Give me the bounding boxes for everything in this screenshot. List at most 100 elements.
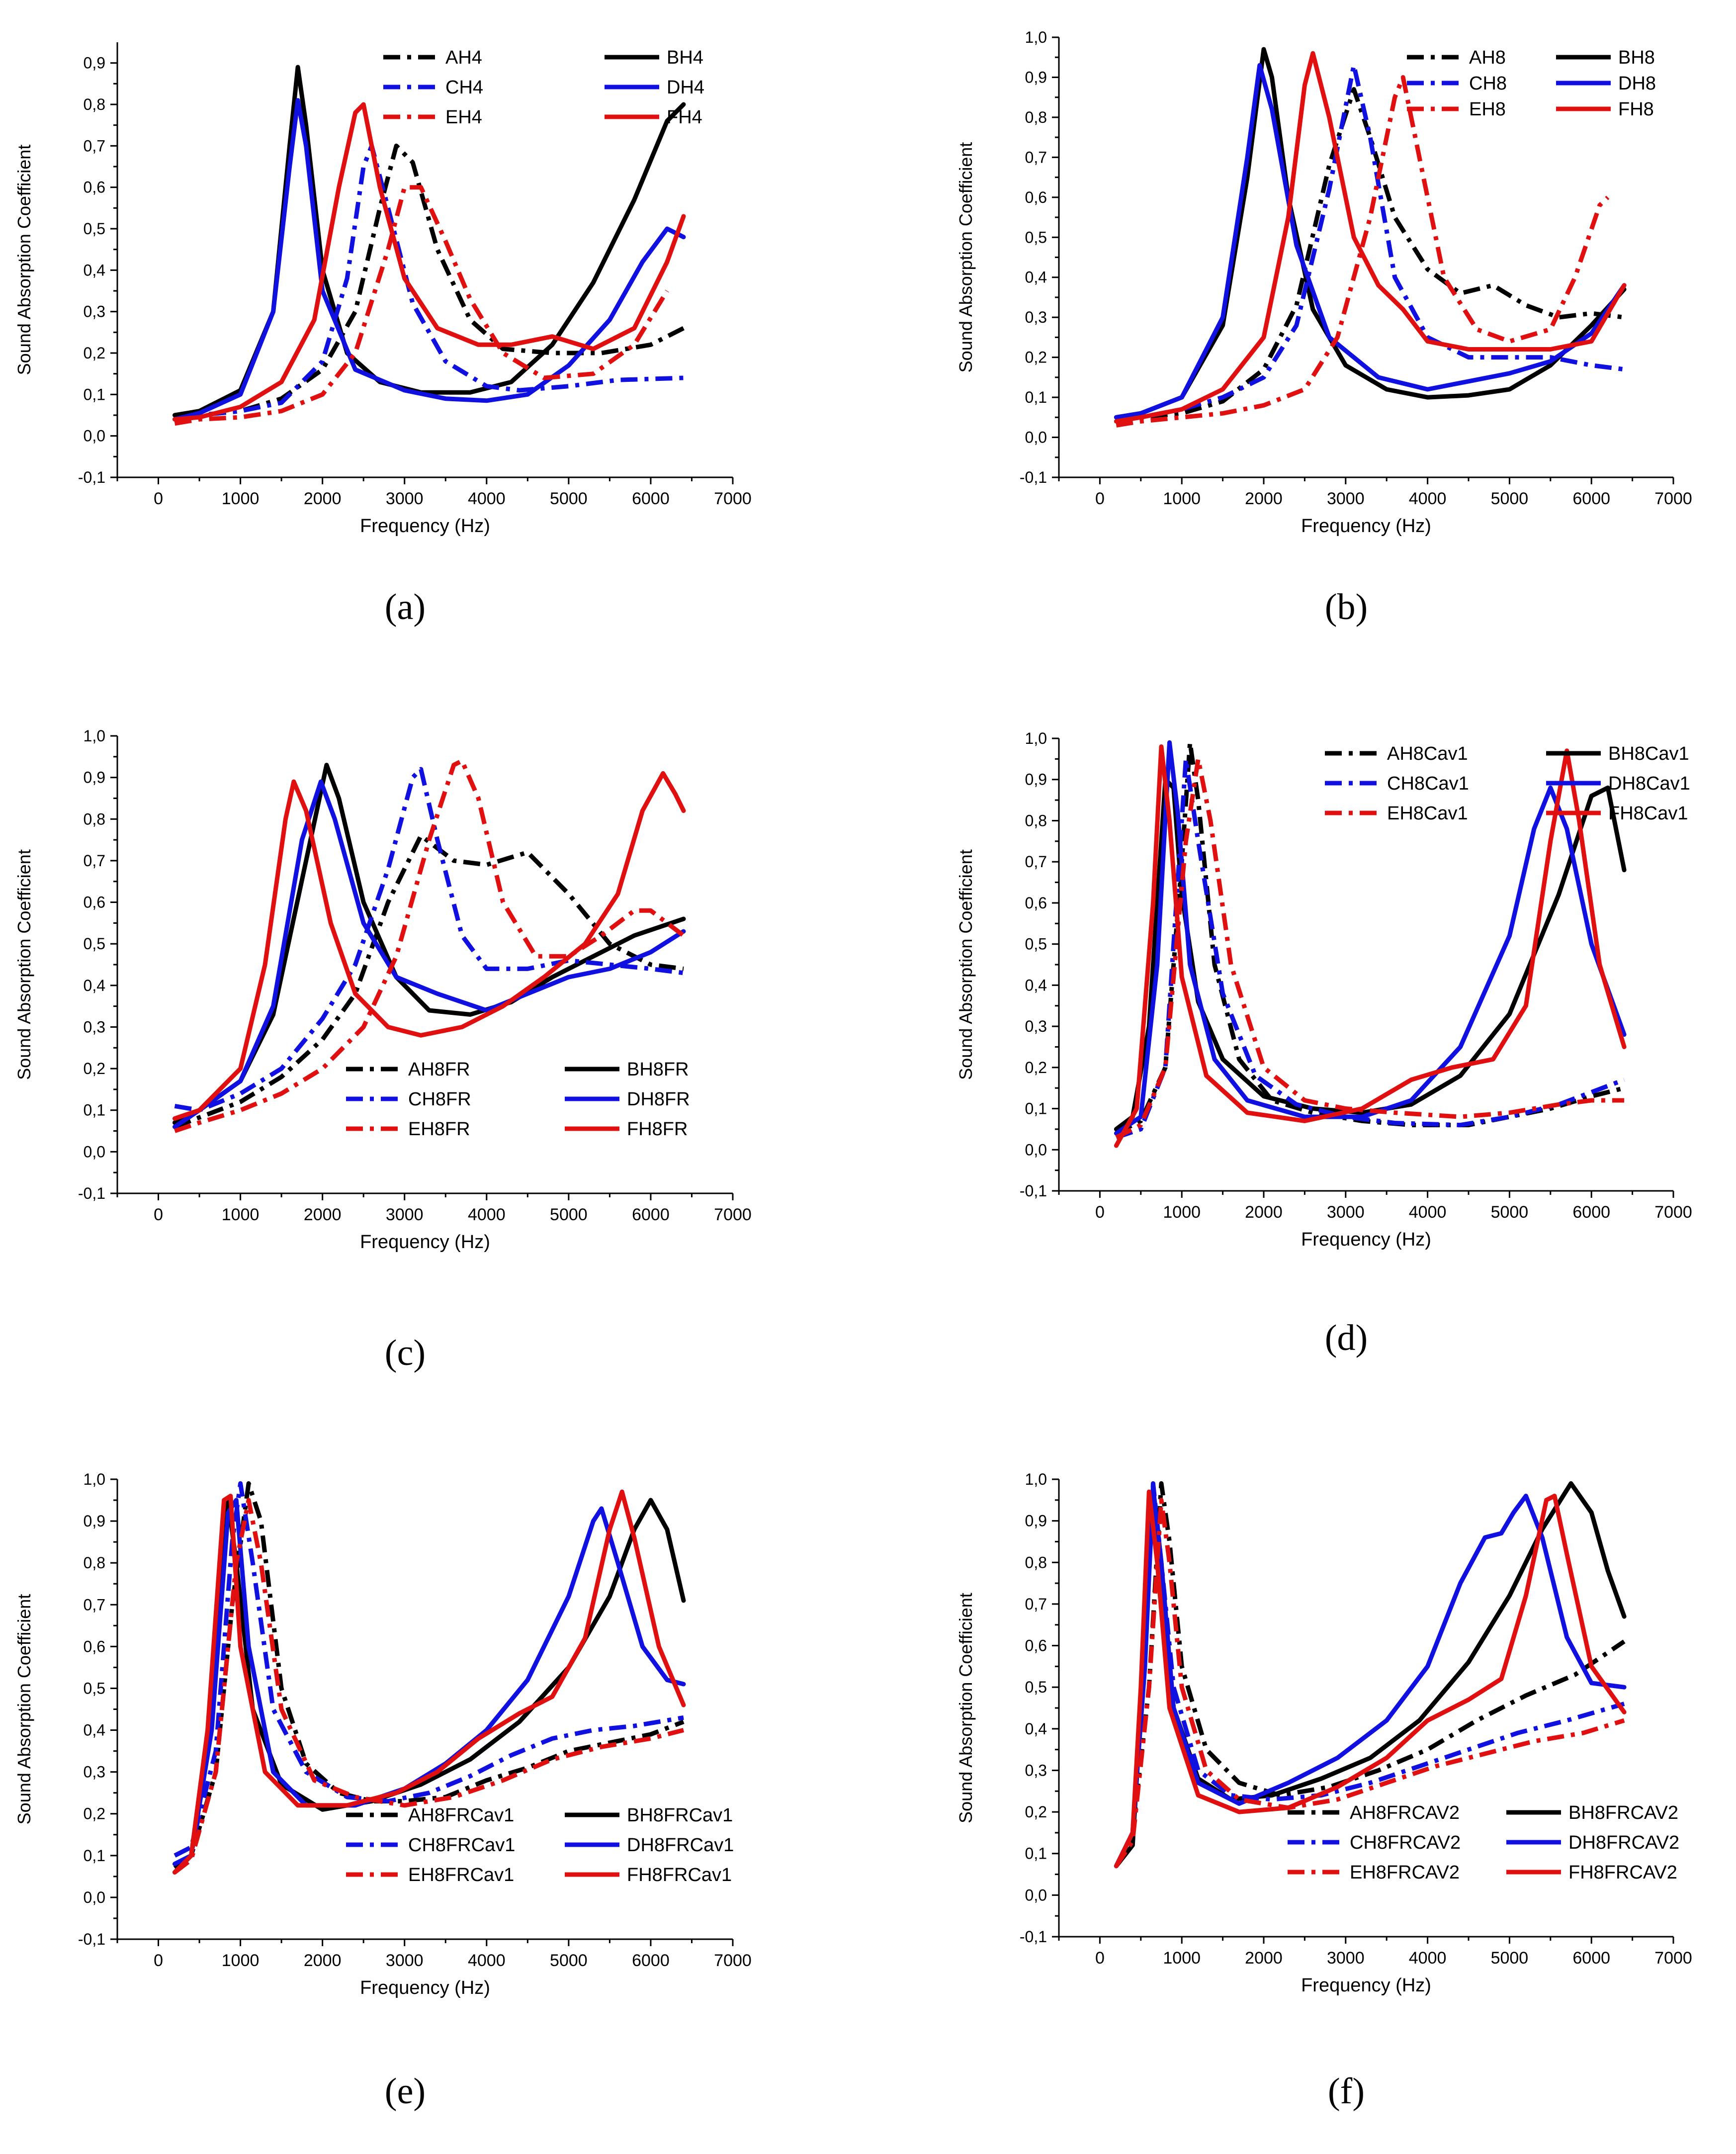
legend-label: DH8FRCav1 <box>627 1835 734 1856</box>
y-tick-label: 0,9 <box>84 54 105 72</box>
legend-label: FH4 <box>667 107 702 128</box>
x-tick-label: 1000 <box>1163 489 1201 508</box>
series-line-fh8frcav1 <box>173 1489 686 1875</box>
y-tick-label: 0,6 <box>1025 1637 1047 1655</box>
y-tick-label: 0,9 <box>84 1512 105 1530</box>
y-tick-label: 1,0 <box>1025 28 1047 46</box>
legend-label: CH8FRCav1 <box>408 1835 515 1856</box>
legend-label: DH8FRCAV2 <box>1568 1832 1679 1853</box>
x-axis-label: Frequency (Hz) <box>1301 516 1431 537</box>
y-tick-label: 0,2 <box>84 344 105 362</box>
x-tick-label: 4000 <box>1409 1203 1447 1222</box>
panel-caption: (e) <box>385 2071 426 2112</box>
y-tick-label: 0,1 <box>1025 1845 1047 1863</box>
legend-label: FH8 <box>1618 99 1654 120</box>
x-tick-label: 3000 <box>386 489 424 508</box>
x-tick-label: 4000 <box>1409 1949 1447 1968</box>
x-tick-label: 0 <box>1095 489 1105 508</box>
y-axis-label: Sound Absorption Coefficient <box>14 849 34 1080</box>
y-axis-label: Sound Absorption Coefficient <box>14 1594 34 1825</box>
x-tick-label: 6000 <box>1572 1203 1610 1222</box>
x-tick-label: 5000 <box>1491 1949 1529 1968</box>
x-tick-label: 6000 <box>1572 489 1610 508</box>
legend-label: AH8 <box>1469 47 1506 68</box>
y-tick-label: -0,1 <box>1020 1928 1047 1946</box>
series-line-eh4 <box>174 185 669 426</box>
y-axis-label: Sound Absorption Coefficient <box>14 145 34 375</box>
y-tick-label: 0,7 <box>1025 853 1047 871</box>
legend-label: EH8FR <box>408 1119 470 1140</box>
legend-label: DH8FR <box>627 1089 690 1110</box>
legend-label: DH8 <box>1618 73 1656 94</box>
y-tick-label: 0,5 <box>84 220 105 238</box>
x-tick-label: 0 <box>1095 1203 1105 1222</box>
y-tick-label: 0,4 <box>1025 1720 1047 1738</box>
x-tick-label: 5000 <box>550 1951 588 1970</box>
x-tick-label: 5000 <box>1491 1203 1529 1222</box>
x-tick-label: 2000 <box>304 1951 342 1970</box>
series-line-ch8 <box>1116 63 1625 424</box>
series-line-bh8cav1 <box>1114 777 1627 1132</box>
legend-label: BH8FRCav1 <box>627 1805 733 1826</box>
y-tick-label: 0,0 <box>84 427 105 445</box>
panel-caption: (b) <box>1325 587 1368 628</box>
y-tick-label: 0,1 <box>1025 388 1047 406</box>
legend-label: BH8Cav1 <box>1608 743 1689 764</box>
x-axis-label: Frequency (Hz) <box>1301 1229 1431 1250</box>
x-tick-label: 7000 <box>714 1205 752 1224</box>
series-line-ch8frcav1 <box>174 1481 684 1858</box>
y-tick-label: 0,0 <box>84 1143 105 1161</box>
y-axis-label: Sound Absorption Coefficient <box>955 1593 976 1823</box>
legend-label: AH4 <box>445 47 482 68</box>
x-tick-label: 2000 <box>1245 1949 1283 1968</box>
y-tick-label: 0,1 <box>84 1101 105 1119</box>
y-axis-label: Sound Absorption Coefficient <box>955 142 976 373</box>
y-tick-label: 0,0 <box>84 1888 105 1906</box>
x-tick-label: 4000 <box>1409 489 1447 508</box>
x-tick-label: 2000 <box>304 1205 342 1224</box>
series-line-fh8fr <box>173 771 686 1121</box>
x-tick-label: 4000 <box>468 489 506 508</box>
x-tick-label: 1000 <box>222 1951 260 1970</box>
panel-caption: (d) <box>1325 1318 1368 1358</box>
legend-label: AH8FRCav1 <box>408 1805 514 1826</box>
y-tick-label: 1,0 <box>84 1470 105 1488</box>
legend-label: CH8FRCAV2 <box>1350 1832 1461 1853</box>
panel-caption: (f) <box>1328 2071 1365 2112</box>
y-tick-label: 0,8 <box>1025 1553 1047 1571</box>
legend-label: CH8FR <box>408 1089 471 1110</box>
y-tick-label: 0,3 <box>1025 1017 1047 1035</box>
x-axis-label: Frequency (Hz) <box>360 1977 490 1998</box>
legend-label: FH8FRCav1 <box>627 1865 732 1885</box>
legend-label: BH8FR <box>627 1059 689 1080</box>
y-tick-label: 0,5 <box>1025 935 1047 953</box>
y-tick-label: 0,7 <box>1025 148 1047 166</box>
y-tick-label: 0,4 <box>1025 269 1047 286</box>
x-tick-label: 0 <box>154 1951 163 1970</box>
y-tick-label: 0,6 <box>84 894 105 911</box>
x-tick-label: 3000 <box>386 1205 424 1224</box>
y-tick-label: 1,0 <box>84 727 105 745</box>
x-tick-label: 3000 <box>386 1951 424 1970</box>
x-tick-label: 0 <box>1095 1949 1105 1968</box>
y-tick-label: 0,4 <box>1025 976 1047 994</box>
series-line-ah8 <box>1116 87 1625 424</box>
x-tick-label: 3000 <box>1327 1949 1365 1968</box>
y-tick-label: 0,2 <box>1025 349 1047 366</box>
y-tick-label: -0,1 <box>1020 468 1047 486</box>
y-tick-label: 0,9 <box>1025 68 1047 86</box>
panel-caption: (a) <box>385 587 426 628</box>
y-tick-label: 0,8 <box>84 810 105 828</box>
x-tick-label: 0 <box>154 489 163 508</box>
legend-label: AH8Cav1 <box>1387 743 1468 764</box>
x-tick-label: 7000 <box>1654 489 1692 508</box>
legend-label: FH8FRCAV2 <box>1568 1862 1677 1883</box>
y-tick-label: 0,8 <box>84 95 105 113</box>
x-tick-label: 1000 <box>1163 1203 1201 1222</box>
y-tick-label: 0,9 <box>1025 771 1047 789</box>
y-tick-label: 0,6 <box>84 179 105 196</box>
legend-label: EH8FRCav1 <box>408 1865 514 1885</box>
legend-label: EH8Cav1 <box>1387 803 1468 824</box>
chart-panel-b: 0 1000 2000 3000 4000 5000 6000 7000 -0,1 0,0 0,1 0… <box>955 28 1692 628</box>
